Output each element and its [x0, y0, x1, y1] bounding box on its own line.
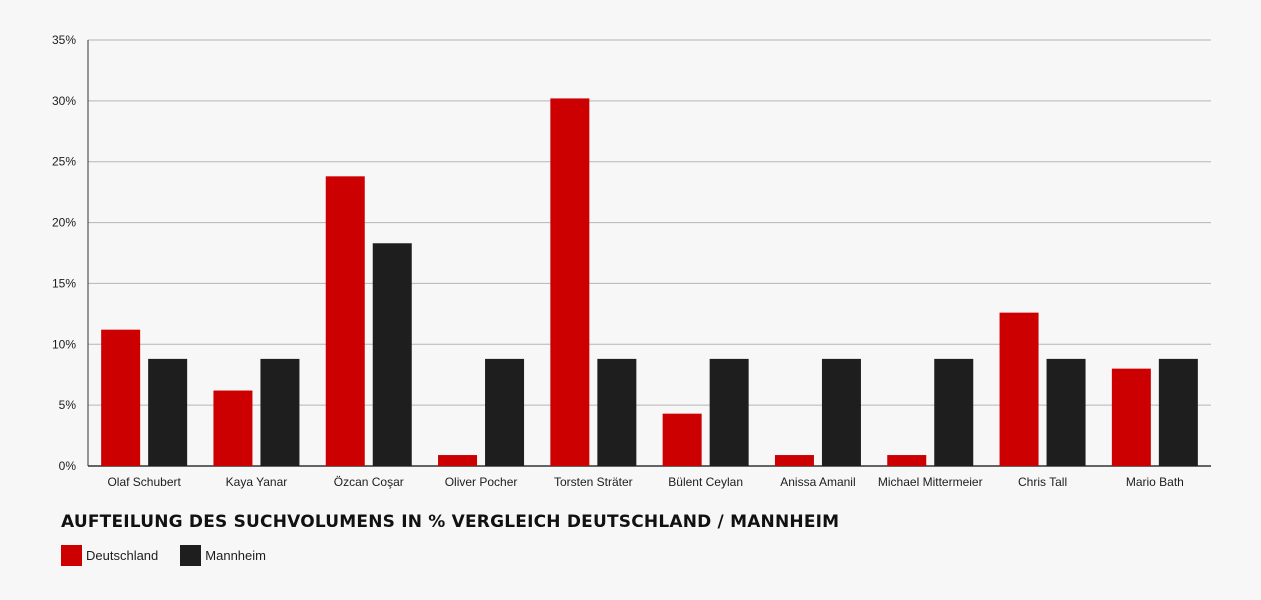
x-category-label: Chris Tall [1018, 475, 1067, 489]
bar-deutschland-5 [662, 413, 702, 466]
bar-chart: 0% 5% 10% 15% 20% 25% 30% 35% Olaf Schubert Kaya … [52, 33, 1211, 489]
y-tick-label: 15% [52, 276, 76, 290]
bar-mannheim-9 [1158, 358, 1198, 466]
bar-mannheim-3 [485, 358, 525, 466]
legend-swatch-mannheim [180, 545, 202, 566]
chart-title: AUFTEILUNG DES SUCHVOLUMENS IN % VERGLEI… [61, 512, 840, 532]
x-category-label: Özcan Coşar [334, 475, 404, 489]
x-category-label: Kaya Yanar [226, 475, 288, 489]
legend-label-mannheim: Mannheim [205, 548, 266, 563]
bar-deutschland-3 [438, 455, 478, 466]
y-tick-label: 20% [52, 216, 76, 230]
y-tick-label: 30% [52, 94, 76, 108]
bar-mannheim-0 [148, 358, 188, 466]
bar-mannheim-7 [934, 358, 974, 466]
bar-mannheim-4 [597, 358, 637, 466]
legend-swatch-deutschland [61, 545, 82, 566]
legend-label-deutschland: Deutschland [86, 548, 159, 563]
bar-deutschland-8 [999, 312, 1039, 466]
chart-area: 0% 5% 10% 15% 20% 25% 30% 35% Olaf Schubert Kaya … [52, 33, 1211, 489]
x-category-label: Olaf Schubert [107, 475, 181, 489]
y-tick-label: 25% [52, 155, 76, 169]
bar-deutschland-4 [550, 98, 590, 467]
bar-deutschland-7 [887, 455, 927, 466]
legend-item-mannheim: Mannheim [180, 545, 266, 566]
x-category-label: Bülent Ceylan [668, 475, 743, 489]
y-tick-label: 0% [59, 459, 77, 473]
x-category-label: Mario Bath [1126, 475, 1184, 489]
x-category-label: Anissa Amanil [780, 475, 855, 489]
bar-deutschland-6 [774, 455, 814, 466]
x-category-label: Oliver Pocher [445, 475, 518, 489]
bar-mannheim-1 [260, 358, 300, 466]
bar-deutschland-9 [1111, 368, 1151, 466]
bar-mannheim-2 [372, 243, 412, 466]
y-tick-label: 10% [52, 337, 76, 351]
bar-mannheim-5 [709, 358, 749, 466]
bar-mannheim-8 [1046, 358, 1086, 466]
x-category-label: Torsten Sträter [554, 475, 633, 489]
y-tick-label: 5% [59, 398, 77, 412]
x-category-label: Michael Mittermeier [878, 475, 983, 489]
legend-item-deutschland: Deutschland [61, 545, 158, 566]
legend: Deutschland Mannheim [61, 545, 288, 566]
bar-mannheim-6 [821, 358, 861, 466]
y-tick-label: 35% [52, 33, 76, 47]
bar-deutschland-0 [101, 329, 141, 466]
bar-deutschland-1 [213, 390, 253, 466]
bar-deutschland-2 [325, 176, 365, 466]
